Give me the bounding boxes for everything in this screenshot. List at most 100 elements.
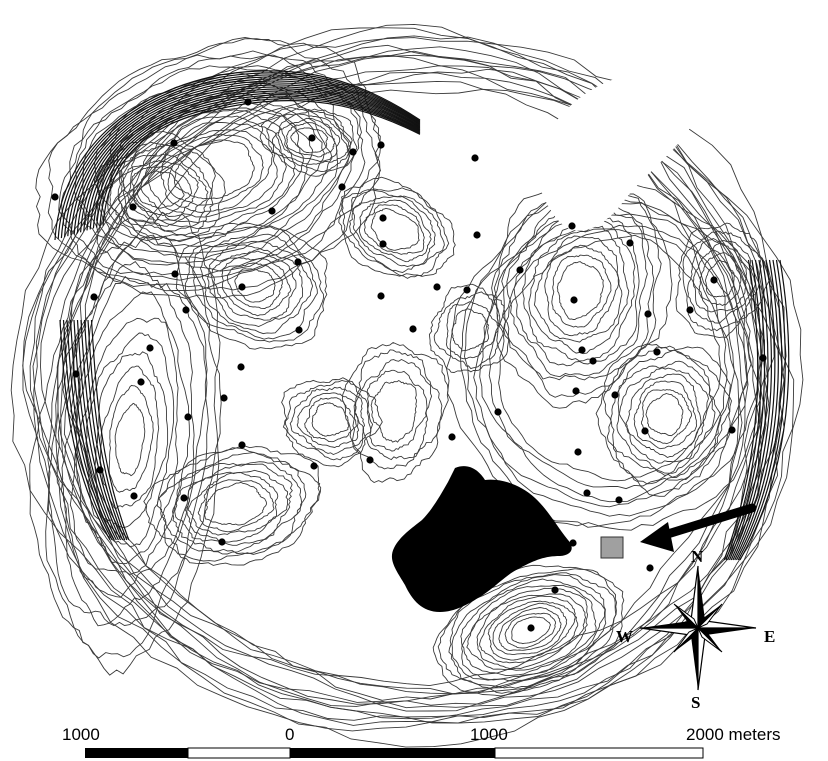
- ridge-line: [99, 98, 421, 227]
- contour-line: [114, 402, 146, 477]
- contour-line: [513, 207, 640, 367]
- survey-point: [238, 283, 246, 291]
- contour-line: [479, 224, 735, 503]
- survey-point: [51, 193, 59, 201]
- contour-line: [556, 261, 604, 320]
- contour-line: [504, 612, 557, 649]
- survey-point: [463, 286, 471, 294]
- survey-point: [171, 270, 179, 278]
- blank-areas: [537, 71, 700, 231]
- survey-point: [72, 370, 80, 378]
- contour-line: [259, 107, 358, 177]
- survey-point: [615, 496, 623, 504]
- contour-line: [341, 341, 449, 484]
- contour-line: [290, 127, 329, 154]
- ridge-line: [62, 319, 113, 541]
- contour-line: [641, 389, 693, 445]
- contour-line: [363, 204, 425, 255]
- contour-line: [108, 384, 154, 493]
- contour-line: [522, 217, 636, 362]
- contour-line: [58, 54, 381, 292]
- contour-line: [284, 380, 374, 461]
- survey-point: [644, 310, 652, 318]
- contour-line: [645, 393, 684, 437]
- contour-line: [122, 160, 199, 222]
- contour-line: [175, 222, 328, 350]
- survey-point: [516, 266, 524, 274]
- contour-line: [606, 349, 722, 478]
- survey-point: [653, 348, 661, 356]
- survey-point: [184, 413, 192, 421]
- ridge-line: [60, 74, 421, 239]
- ridge-line: [92, 94, 421, 229]
- ridge-line: [727, 259, 766, 561]
- contour-line: [100, 81, 339, 260]
- survey-point: [182, 306, 190, 314]
- contour-line: [616, 360, 716, 474]
- survey-point: [146, 344, 154, 352]
- contour-line: [461, 584, 597, 676]
- contour-line: [45, 234, 222, 659]
- contour-line: [147, 121, 278, 218]
- contour-line: [121, 93, 314, 242]
- contour-line: [511, 616, 551, 645]
- contour-line: [595, 343, 731, 497]
- survey-point: [448, 433, 456, 441]
- contour-line: [682, 230, 762, 332]
- contour-line: [625, 373, 702, 459]
- ridge-line: [96, 96, 421, 228]
- ridge-line: [732, 259, 776, 561]
- lake: [391, 466, 572, 612]
- scale-label-1000-right: 1000: [470, 725, 508, 744]
- contour-line: [544, 244, 619, 337]
- contour-line: [487, 600, 576, 661]
- compass-east-label: E: [764, 627, 775, 646]
- contour-line: [533, 235, 623, 343]
- survey-point: [237, 363, 245, 371]
- ridge-line: [739, 259, 790, 561]
- ridge-line: [737, 259, 786, 561]
- ridge-line: [102, 100, 421, 226]
- ridge-line: [734, 259, 779, 561]
- contour-line: [633, 380, 698, 450]
- ridge-line: [83, 319, 126, 541]
- contour-line: [140, 115, 287, 224]
- contour-line: [277, 117, 341, 162]
- contour-line: [29, 211, 221, 676]
- survey-point: [129, 203, 137, 211]
- survey-point: [218, 538, 226, 546]
- scale-segment-4: [494, 747, 704, 759]
- ridge-line: [59, 319, 111, 541]
- contour-line: [57, 261, 208, 627]
- contour-line: [234, 268, 276, 303]
- survey-point: [626, 239, 634, 247]
- survey-point: [471, 154, 479, 162]
- contour-line: [118, 153, 209, 227]
- survey-point: [570, 296, 578, 304]
- contour-line: [143, 445, 322, 566]
- scale-segment-3: [290, 748, 495, 758]
- dense-ridges: [54, 70, 790, 561]
- site-marker-icon: [600, 536, 624, 559]
- survey-point: [349, 148, 357, 156]
- contour-line: [338, 176, 456, 277]
- contour-line: [174, 463, 293, 546]
- contour-line: [354, 358, 433, 461]
- contour-line: [675, 222, 770, 339]
- ridge-line: [70, 80, 421, 236]
- contour-line: [204, 481, 267, 526]
- survey-point: [379, 240, 387, 248]
- survey-point: [268, 207, 276, 215]
- survey-point: [238, 441, 246, 449]
- survey-point: [338, 183, 346, 191]
- compass-north-label: N: [691, 547, 704, 566]
- contour-line: [428, 283, 510, 373]
- scale-label-2000-meters: 2000 meters: [686, 725, 781, 744]
- survey-point: [574, 448, 582, 456]
- contour-line: [501, 189, 655, 381]
- compass-south-label: S: [691, 693, 700, 712]
- compass-rose-icon: [639, 565, 757, 691]
- survey-point: [295, 326, 303, 334]
- contour-line: [491, 188, 662, 398]
